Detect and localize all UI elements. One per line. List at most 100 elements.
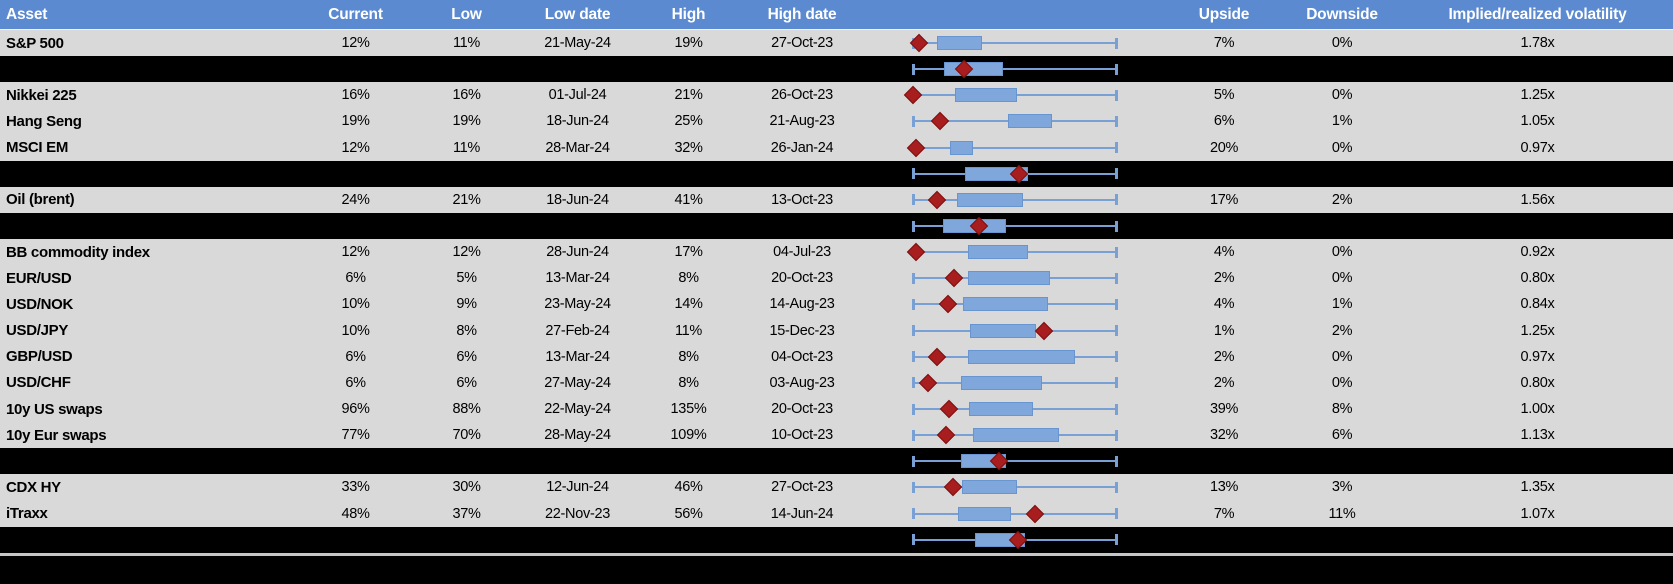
- whisker-cap-right: [1115, 429, 1118, 441]
- whisker-cap-right: [1115, 194, 1118, 206]
- low-value: [411, 56, 522, 82]
- whisker-cap-right: [1115, 508, 1118, 520]
- low-value: 88%: [452, 401, 481, 418]
- whisker-cap-right: [1115, 89, 1118, 101]
- upside-value: 39%: [1209, 401, 1239, 418]
- downside-value: [1282, 161, 1402, 187]
- boxplot-cell: [860, 239, 1166, 265]
- current-value: 6%: [345, 374, 366, 391]
- high-date-value: 26-Oct-23: [771, 87, 833, 104]
- upside-value: 1%: [1213, 322, 1235, 339]
- boxplot-cell: [860, 82, 1166, 108]
- boxplot: [912, 161, 1118, 187]
- boxplot-cell: [860, 527, 1166, 553]
- low-date-value: 13-Mar-24: [545, 348, 610, 365]
- downside-value: [1282, 213, 1402, 239]
- whisker-line: [913, 460, 1117, 463]
- current-marker-diamond: [903, 86, 923, 105]
- implied-realized-value: 1.25x: [1520, 87, 1555, 104]
- asset-name: [0, 213, 300, 239]
- boxplot: [912, 318, 1118, 344]
- low-value: 16%: [452, 87, 481, 104]
- box: [962, 297, 1048, 312]
- low-value: 12%: [452, 244, 481, 261]
- current-value: [300, 161, 411, 187]
- whisker-cap-left: [912, 429, 915, 441]
- whisker-line: [913, 512, 1117, 515]
- current-value: 6%: [345, 270, 366, 287]
- current-marker-diamond: [906, 242, 926, 262]
- low-date-value: 22-Nov-23: [545, 505, 610, 522]
- high-date-value: 04-Jul-23: [773, 244, 831, 261]
- implied-realized-value: [1402, 448, 1673, 474]
- upside-value: 20%: [1209, 139, 1239, 156]
- current-value: 12%: [341, 35, 370, 52]
- boxplot: [912, 291, 1118, 317]
- low-date-value: 28-Jun-24: [546, 244, 609, 261]
- table-row: Nikkei 225 16% 16% 01-Jul-24 21% 26-Oct-…: [0, 82, 1673, 109]
- upside-value: 4%: [1213, 244, 1235, 261]
- low-date-value: [522, 527, 633, 553]
- upside-value: [1166, 213, 1282, 239]
- high-date-value: 14-Aug-23: [769, 296, 835, 313]
- low-date-value: 21-May-24: [544, 35, 611, 52]
- current-marker-diamond: [928, 190, 947, 210]
- whisker-cap-left: [912, 63, 915, 75]
- downside-value: 0%: [1331, 374, 1353, 391]
- current-marker-diamond: [939, 399, 958, 419]
- low-date-value: [522, 213, 633, 239]
- asset-name: MSCI EM: [6, 139, 69, 157]
- header-high-date: High date: [767, 5, 837, 23]
- low-value: 19%: [452, 113, 481, 130]
- high-date-value: [744, 213, 860, 239]
- implied-realized-value: 1.13x: [1520, 427, 1555, 444]
- boxplot-cell: [860, 318, 1166, 344]
- upside-value: 2%: [1213, 374, 1235, 391]
- box: [954, 88, 1018, 103]
- whisker-line: [913, 68, 1117, 71]
- current-value: 10%: [341, 322, 370, 339]
- upside-value: 5%: [1213, 87, 1235, 104]
- high-value: [633, 161, 744, 187]
- low-date-value: [522, 161, 633, 187]
- current-marker-diamond: [919, 373, 938, 393]
- whisker-cap-right: [1115, 142, 1118, 154]
- table-header: Asset Current Low Low date High High dat…: [0, 0, 1673, 30]
- separator-row: [0, 212, 1673, 240]
- downside-value: 2%: [1331, 322, 1353, 339]
- table-row: CDX HY 33% 30% 12-Jun-24 46% 27-Oct-23 1…: [0, 474, 1673, 501]
- whisker-cap-left: [912, 298, 915, 310]
- separator-row: [0, 160, 1673, 187]
- whisker-cap-right: [1115, 325, 1118, 337]
- asset-name: GBP/USD: [6, 348, 73, 366]
- boxplot-cell: [860, 161, 1166, 187]
- boxplot: [912, 448, 1118, 474]
- asset-name: 10y Eur swaps: [6, 426, 107, 444]
- whisker-cap-left: [912, 272, 915, 284]
- whisker-cap-right: [1115, 298, 1118, 310]
- upside-value: 2%: [1213, 270, 1235, 287]
- table-row: USD/NOK 10% 9% 23-May-24 14% 14-Aug-23 4…: [0, 291, 1673, 318]
- boxplot: [912, 108, 1118, 134]
- upside-value: [1166, 56, 1282, 82]
- high-date-value: [744, 527, 860, 553]
- high-value: 19%: [674, 35, 703, 52]
- current-value: 12%: [341, 139, 370, 156]
- boxplot: [912, 527, 1118, 553]
- asset-name: S&P 500: [6, 34, 64, 52]
- low-value: 70%: [452, 427, 481, 444]
- boxplot-cell: [860, 291, 1166, 317]
- box: [960, 375, 1042, 390]
- current-marker-diamond: [936, 425, 955, 445]
- current-value: [300, 527, 411, 553]
- box: [970, 323, 1037, 338]
- whisker-cap-right: [1115, 246, 1118, 258]
- low-date-value: [522, 56, 633, 82]
- whisker-cap-right: [1115, 168, 1118, 180]
- downside-value: 3%: [1331, 479, 1353, 496]
- boxplot: [912, 265, 1118, 291]
- low-value: 11%: [452, 35, 481, 52]
- downside-value: 11%: [1328, 505, 1356, 522]
- header-upside: Upside: [1198, 5, 1250, 23]
